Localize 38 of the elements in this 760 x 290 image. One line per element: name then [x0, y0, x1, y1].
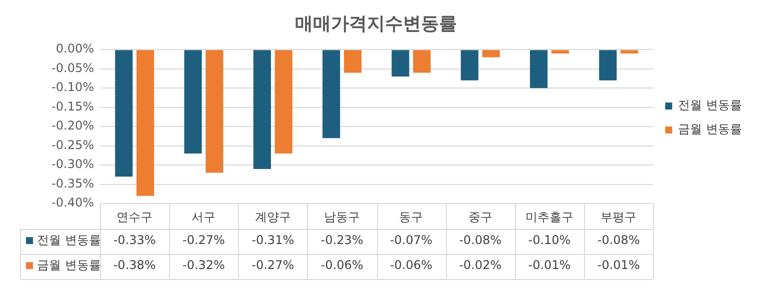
legend-label: 금월 변동률	[678, 122, 742, 136]
x-tick-label: 미추홀구	[525, 210, 574, 224]
data-label: -0.10%	[528, 233, 571, 248]
text: 전월 변동률	[678, 98, 742, 112]
y-tick-label: -0.30%	[52, 157, 94, 172]
data-label: -0.27%	[182, 233, 225, 248]
data-label: -0.02%	[459, 258, 502, 272]
data-label: -0.38%	[113, 258, 156, 272]
data-label: -0.33%	[113, 233, 156, 248]
data-label: -0.08%	[597, 233, 640, 248]
x-tick-label: 남동구	[324, 210, 360, 224]
data-label: -0.06%	[390, 258, 432, 272]
chart-title: 매매가격지수변동률	[295, 13, 457, 34]
data-label: -0.07%	[390, 233, 432, 248]
data-label: -0.27%	[252, 258, 294, 272]
text: 금월 변동률	[37, 258, 101, 272]
x-tick-label: 연수구	[116, 210, 153, 224]
y-tick-label: -0.10%	[52, 80, 94, 94]
y-tick-label: -0.05%	[52, 60, 94, 75]
y-tick-label: -0.25%	[52, 138, 94, 152]
y-tick-label: 0.00%	[56, 42, 94, 56]
data-label: -0.31%	[252, 233, 294, 248]
x-tick-label: 서구	[192, 210, 216, 224]
legend-label: 전월 변동률	[37, 233, 101, 248]
x-tick-label: 동구	[399, 210, 424, 224]
data-label: -0.01%	[528, 258, 571, 272]
y-tick-label: -0.40%	[52, 196, 94, 210]
x-tick-label: 중구	[468, 210, 492, 224]
data-label: -0.01%	[597, 258, 640, 272]
y-tick-label: -0.20%	[52, 118, 94, 133]
x-tick-label: 계양구	[254, 210, 291, 224]
y-tick-label: -0.35%	[52, 176, 94, 190]
data-label: -0.32%	[182, 258, 225, 272]
x-tick-label: 부평구	[600, 210, 637, 224]
data-label: -0.08%	[459, 233, 502, 248]
data-label: -0.06%	[320, 258, 364, 272]
data-label: -0.23%	[320, 233, 364, 248]
y-tick-label: -0.15%	[52, 99, 94, 114]
